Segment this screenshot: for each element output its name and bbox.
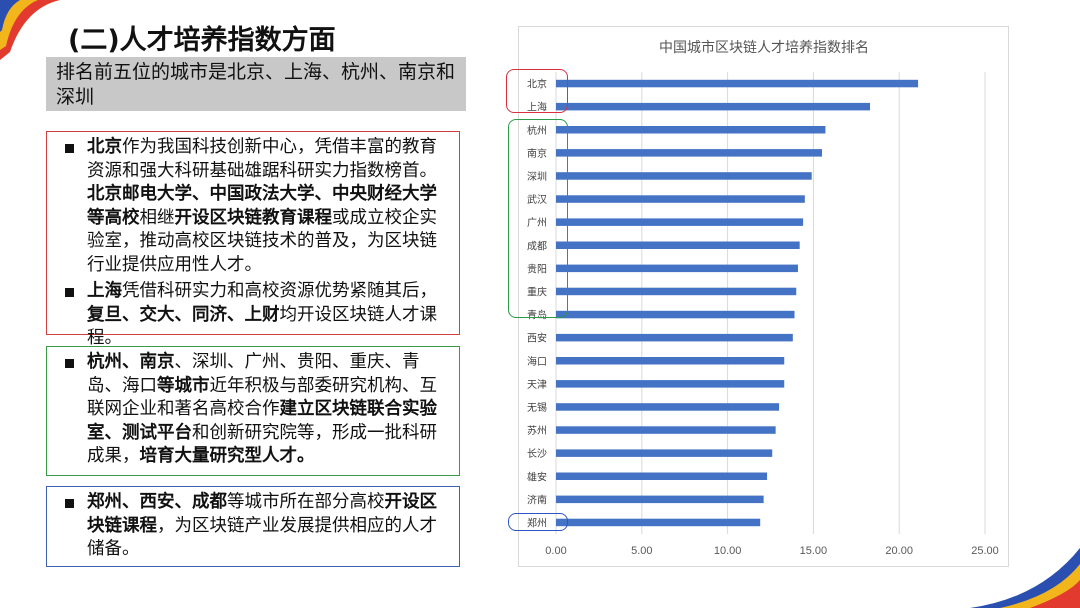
text-run: 均开设区块链人才课程。 <box>87 304 437 349</box>
text-run: 近年积极与部委研究机构、互联网企业和著名高校合作 <box>87 375 437 420</box>
bar-chart: 中国城市区块链人才培养指数排名 北京上海杭州南京深圳武汉广州成都贵阳重庆青岛西安… <box>527 39 999 557</box>
bullet-paragraph: 郑州、西安、成都等城市所在部分高校开设区块链课程，为区块链产业发展提供相应的人才… <box>57 491 453 562</box>
page-title: (二)人才培养指数方面 <box>68 25 336 56</box>
bold-text-run: 培育大量研究型人才。 <box>139 446 315 466</box>
bar <box>556 333 793 342</box>
bar <box>556 195 805 203</box>
beijing-shanghai-textbox: 北京作为我国科技创新中心，凭借丰富的教育资源和强大科研基础雄踞科研实力指数榜首。… <box>46 131 460 348</box>
bullet-square-icon <box>65 288 74 297</box>
paragraph-text: 郑州、西安、成都等城市所在部分高校开设区块链课程，为区块链产业发展提供相应的人才… <box>87 492 437 559</box>
x-tick-label: 0.00 <box>545 545 566 557</box>
bold-text-run: 上海 <box>87 281 122 301</box>
category-label: 济南 <box>527 493 547 506</box>
bullet-square-icon <box>65 144 74 153</box>
category-label: 无锡 <box>527 401 547 414</box>
category-label: 深圳 <box>527 171 547 183</box>
bar <box>556 79 919 88</box>
category-label: 杭州 <box>527 124 547 137</box>
bar <box>556 426 776 434</box>
bar <box>556 287 797 296</box>
bar <box>556 102 871 111</box>
bullet-square-icon <box>65 359 74 368</box>
bold-text-run: 复旦、交大、同济、上财 <box>87 304 280 325</box>
bar <box>556 495 764 504</box>
bar <box>556 264 798 273</box>
category-label: 西安 <box>527 332 547 345</box>
bar-chart-panel: 中国城市区块链人才培养指数排名 北京上海杭州南京深圳武汉广州成都贵阳重庆青岛西安… <box>518 26 1009 567</box>
bar <box>556 357 785 365</box>
text-run: 或成立校企实验室，推动高校区块链技术的普及，为区块链行业提供应用性人才。 <box>87 207 437 275</box>
category-label: 上海 <box>527 101 547 114</box>
bar <box>556 241 800 249</box>
bullet-square-icon <box>65 499 74 508</box>
bullet-paragraph: 杭州、南京、深圳、广州、贵阳、重庆、青岛、海口等城市近年积极与部委研究机构、互联… <box>57 351 453 469</box>
bold-text-run: 建立区块链联合实验室、测试平台 <box>87 399 437 443</box>
x-tick-label: 25.00 <box>971 545 999 557</box>
category-label: 郑州 <box>527 516 547 529</box>
category-label: 贵阳 <box>527 262 547 275</box>
x-tick-label: 5.00 <box>631 545 652 557</box>
category-label: 武汉 <box>527 193 547 206</box>
highlight-top2-box <box>506 69 568 113</box>
summary-box: 排名前五位的城市是北京、上海、杭州、南京和深圳 <box>46 57 466 111</box>
bar <box>556 472 768 480</box>
text-run: ，为区块链产业发展提供相应的人才储备。 <box>87 515 437 560</box>
text-run: 和创新研究院等，形成一批科研成果， <box>87 422 437 467</box>
corner-decoration-top-left <box>0 0 60 60</box>
bar <box>556 126 826 134</box>
bar <box>556 380 785 388</box>
tier-two-cities-textbox: 杭州、南京、深圳、广州、贵阳、重庆、青岛、海口等城市近年积极与部委研究机构、互联… <box>46 346 460 476</box>
category-label: 成都 <box>527 240 547 252</box>
category-label: 雄安 <box>527 470 547 483</box>
bar <box>556 403 780 411</box>
category-label: 海口 <box>527 355 547 368</box>
text-run: 作为我国科技创新中心，凭借丰富的教育资源和强大科研基础雄踞科研实力指数榜首。 <box>87 137 437 181</box>
bullet-paragraph: 上海凭借科研实力和高校资源优势紧随其后， 复旦、交大、同济、上财均开设区块链人才课… <box>57 280 453 351</box>
corner-decoration-bottom-right <box>970 548 1080 608</box>
bold-text-run: 杭州、南京 <box>87 352 175 372</box>
bar-series <box>556 79 919 527</box>
text-run: 相继 <box>139 207 175 228</box>
x-tick-label: 10.00 <box>714 545 742 557</box>
x-tick-label: 20.00 <box>885 545 913 557</box>
bold-text-run: 郑州、西安、成都 <box>87 492 227 512</box>
text-run: 凭借科研实力和高校资源优势紧随其后， <box>122 281 437 301</box>
bar <box>556 172 812 180</box>
category-label: 长沙 <box>527 448 547 460</box>
x-tick-label: 15.00 <box>800 545 828 557</box>
category-label: 重庆 <box>527 285 547 298</box>
bold-text-run: 北京邮电大学、中国政法大学、中央财经大学等高校 <box>87 184 437 228</box>
category-label: 天津 <box>527 379 547 391</box>
chart-title: 中国城市区块链人才培养指数排名 <box>659 39 869 55</box>
gridlines <box>555 72 986 534</box>
paragraph-text: 上海凭借科研实力和高校资源优势紧随其后， 复旦、交大、同济、上财均开设区块链人才课… <box>87 281 437 348</box>
summary-text: 排名前五位的城市是北京、上海、杭州、南京和深圳 <box>56 61 456 108</box>
paragraph-text: 北京作为我国科技创新中心，凭借丰富的教育资源和强大科研基础雄踞科研实力指数榜首。… <box>87 137 437 275</box>
text-run: 等城市所在部分高校 <box>227 492 385 512</box>
bar <box>556 218 804 226</box>
zhengzhou-xian-chengdu-textbox: 郑州、西安、成都等城市所在部分高校开设区块链课程，为区块链产业发展提供相应的人才… <box>46 486 460 567</box>
category-label: 南京 <box>527 147 547 160</box>
category-label: 青岛 <box>527 309 547 322</box>
highlight-tier2-box <box>508 119 568 318</box>
bullet-paragraph: 北京作为我国科技创新中心，凭借丰富的教育资源和强大科研基础雄踞科研实力指数榜首。… <box>57 136 453 277</box>
x-axis-tick-labels: 0.00 5.00 10.00 15.00 20.00 25.00 <box>545 545 998 557</box>
bar <box>556 310 795 319</box>
category-label: 北京 <box>527 78 547 91</box>
bold-text-run: 开设区块链教育课程 <box>174 207 333 228</box>
text-run: 、深圳、广州、贵阳、重庆、青岛、海口 <box>87 352 420 396</box>
category-label: 苏州 <box>527 424 547 437</box>
highlight-zhengzhou-box <box>508 513 568 531</box>
bold-text-run: 等城市 <box>157 375 210 396</box>
bar <box>556 449 773 457</box>
bold-text-run: 开设区块链课程 <box>87 492 437 536</box>
bar <box>556 518 761 527</box>
bold-text-run: 北京 <box>87 137 122 157</box>
paragraph-text: 杭州、南京、深圳、广州、贵阳、重庆、青岛、海口等城市近年积极与部委研究机构、互联… <box>87 352 437 466</box>
category-label: 广州 <box>527 217 547 229</box>
bar <box>556 149 822 157</box>
